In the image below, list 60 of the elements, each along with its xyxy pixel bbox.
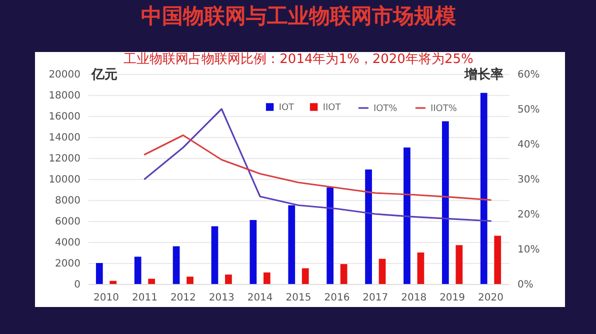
x-tick-label: 2017 xyxy=(362,292,388,304)
x-tick-label: 2012 xyxy=(170,292,196,304)
bar xyxy=(225,274,232,284)
y-tick-label: 6000 xyxy=(55,216,80,228)
bar xyxy=(456,245,463,284)
bar xyxy=(442,121,449,284)
y-tick-label: 12000 xyxy=(48,154,80,164)
bar xyxy=(250,220,257,284)
bar xyxy=(263,272,270,284)
bar xyxy=(365,170,372,284)
y-tick-label: 18000 xyxy=(48,90,80,102)
y-tick-label: 10000 xyxy=(48,174,80,186)
y-tick-label: 2000 xyxy=(55,258,80,270)
legend-label: IIOT xyxy=(322,103,342,113)
y-tick-label: 16000 xyxy=(48,112,80,122)
bar xyxy=(96,263,103,284)
bar xyxy=(211,226,218,284)
legend-label: IIOT% xyxy=(430,104,458,114)
bar xyxy=(480,92,488,284)
y-tick-label: 14000 xyxy=(48,132,80,144)
y2-tick-label: 30% xyxy=(518,174,540,186)
bar xyxy=(172,246,180,284)
y2-tick-label: 20% xyxy=(518,210,540,220)
y2-tick-label: 40% xyxy=(518,140,540,150)
y2-tick-label: 50% xyxy=(518,104,540,116)
y2-tick-label: 0% xyxy=(518,280,534,290)
chart-subtitle: 工业物联网占物联网比例：2014年为1%，2020年将为25% xyxy=(124,52,474,67)
bar xyxy=(326,187,334,284)
y-tick-label: 8000 xyxy=(55,196,80,206)
line-series xyxy=(144,134,492,201)
x-tick-label: 2016 xyxy=(324,292,350,304)
bar xyxy=(288,205,296,284)
bar xyxy=(302,268,309,284)
y-tick-label: 4000 xyxy=(55,238,80,248)
bar xyxy=(404,148,410,284)
y-tick-label: 20000 xyxy=(48,70,80,80)
bar xyxy=(186,276,194,284)
bar xyxy=(417,252,424,284)
legend-label: IOT xyxy=(278,103,295,113)
x-tick-label: 2013 xyxy=(208,292,234,304)
x-tick-label: 2018 xyxy=(401,292,427,304)
x-tick-label: 2020 xyxy=(478,292,504,304)
y-axis-title: 亿元 xyxy=(90,68,118,82)
x-tick-label: 2014 xyxy=(247,292,273,304)
bar xyxy=(110,280,117,284)
x-tick-label: 2010 xyxy=(94,292,119,304)
x-tick-label: 2019 xyxy=(440,292,466,304)
chart-title: 中国物联网与工业物联网市场规模 xyxy=(141,4,456,28)
y2-tick-label: 10% xyxy=(518,244,540,256)
bar xyxy=(494,236,502,284)
legend-label: IOT% xyxy=(373,104,398,114)
y2-axis-title: 增长率 xyxy=(464,66,504,82)
bar xyxy=(148,278,156,284)
bar xyxy=(378,258,386,284)
y2-tick-label: 60% xyxy=(518,70,540,80)
y-tick-label: 0 xyxy=(74,280,80,290)
x-tick-label: 2011 xyxy=(132,292,158,304)
x-tick-label: 2015 xyxy=(286,292,312,304)
bar xyxy=(134,256,142,284)
bar xyxy=(340,264,348,284)
